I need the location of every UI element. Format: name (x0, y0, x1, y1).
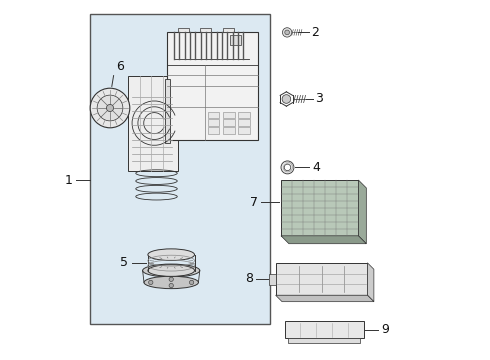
Bar (230, 35, 241, 45)
Bar (223, 112, 235, 118)
Circle shape (169, 277, 173, 282)
Bar (200, 28, 211, 32)
Bar (223, 120, 235, 126)
Text: 1: 1 (65, 174, 73, 186)
Bar (208, 112, 220, 118)
Polygon shape (275, 295, 374, 302)
Circle shape (285, 30, 290, 35)
Text: 7: 7 (250, 196, 258, 209)
Bar (238, 127, 250, 134)
Text: 2: 2 (312, 26, 319, 39)
Circle shape (148, 280, 153, 284)
Text: 9: 9 (381, 323, 389, 336)
Bar (208, 127, 220, 134)
Text: 5: 5 (120, 256, 128, 269)
Bar (208, 120, 220, 126)
Circle shape (282, 95, 291, 103)
Bar (238, 112, 250, 118)
Circle shape (284, 164, 291, 171)
Circle shape (282, 28, 292, 37)
Text: 4: 4 (312, 161, 320, 174)
Bar (128, 76, 177, 171)
Bar (285, 321, 364, 338)
Circle shape (97, 95, 123, 121)
Bar (90, 14, 270, 324)
Bar (165, 79, 171, 143)
Circle shape (90, 88, 130, 128)
Polygon shape (358, 180, 367, 244)
Circle shape (190, 280, 194, 284)
Bar (223, 28, 234, 32)
Polygon shape (281, 236, 367, 244)
Bar (288, 338, 360, 343)
Text: 8: 8 (245, 273, 253, 285)
Bar (238, 120, 250, 126)
Ellipse shape (144, 276, 198, 289)
Bar (269, 274, 275, 285)
Bar (275, 263, 368, 295)
Bar (178, 28, 189, 32)
Circle shape (281, 161, 294, 174)
Bar (167, 32, 258, 140)
Text: 6: 6 (117, 60, 124, 73)
Circle shape (169, 283, 173, 288)
Circle shape (106, 104, 114, 112)
Text: 3: 3 (315, 93, 323, 105)
Bar (281, 180, 358, 236)
Ellipse shape (148, 249, 195, 261)
Polygon shape (368, 263, 374, 302)
Bar (223, 127, 235, 134)
Ellipse shape (148, 265, 195, 276)
Ellipse shape (143, 264, 200, 277)
